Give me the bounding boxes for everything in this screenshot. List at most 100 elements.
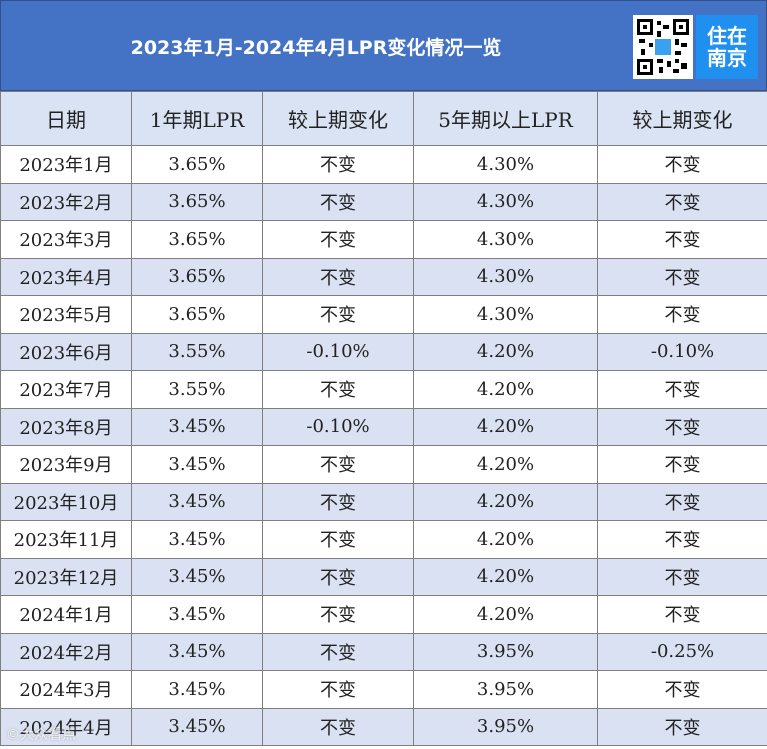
table-row: 2024年4月 3.45% 不变 3.95% 不变	[0, 707, 767, 746]
cell-1y-lpr: 3.65%	[131, 220, 263, 259]
cell-1y-lpr: 3.65%	[131, 145, 263, 184]
cell-1y-change: 不变	[262, 520, 414, 559]
table-header-row: 日期 1年期LPR 较上期变化 5年期以上LPR 较上期变化	[0, 91, 767, 146]
cell-5y-change: 不变	[597, 295, 767, 334]
table-row: 2023年6月 3.55% -0.10% 4.20% -0.10%	[0, 332, 767, 371]
cell-1y-change: 不变	[262, 145, 414, 184]
cell-5y-change: 不变	[597, 595, 767, 634]
qr-code-graphic	[637, 19, 689, 75]
table-row: 2023年7月 3.55% 不变 4.20% 不变	[0, 370, 767, 409]
logo-line-2: 南京	[707, 46, 747, 70]
cell-5y-lpr: 4.30%	[413, 220, 598, 259]
table-row: 2024年3月 3.45% 不变 3.95% 不变	[0, 670, 767, 709]
cell-5y-change: 不变	[597, 370, 767, 409]
cell-1y-change: 不变	[262, 257, 414, 296]
cell-5y-lpr: 4.20%	[413, 370, 598, 409]
cell-5y-change: 不变	[597, 220, 767, 259]
table-row: 2023年4月 3.65% 不变 4.30% 不变	[0, 257, 767, 296]
cell-5y-change: 不变	[597, 482, 767, 521]
table-row: 2023年12月 3.45% 不变 4.20% 不变	[0, 557, 767, 596]
cell-1y-change: 不变	[262, 595, 414, 634]
table-row: 2023年9月 3.45% 不变 4.20% 不变	[0, 445, 767, 484]
cell-date: 2023年4月	[0, 257, 132, 296]
cell-5y-lpr: 4.30%	[413, 182, 598, 221]
header-5y-lpr: 5年期以上LPR	[413, 91, 598, 146]
cell-1y-change: 不变	[262, 707, 414, 746]
header-1y-lpr: 1年期LPR	[131, 91, 263, 146]
logo-line-1: 住在	[707, 24, 747, 48]
cell-5y-lpr: 4.30%	[413, 145, 598, 184]
cell-1y-lpr: 3.45%	[131, 445, 263, 484]
cell-5y-change: 不变	[597, 557, 767, 596]
cell-5y-change: 不变	[597, 257, 767, 296]
header-5y-change: 较上期变化	[597, 91, 767, 146]
cell-1y-lpr: 3.45%	[131, 595, 263, 634]
cell-1y-lpr: 3.55%	[131, 370, 263, 409]
cell-5y-lpr: 3.95%	[413, 670, 598, 709]
cell-1y-change: 不变	[262, 632, 414, 671]
cell-1y-lpr: 3.45%	[131, 482, 263, 521]
table-row: 2023年5月 3.65% 不变 4.30% 不变	[0, 295, 767, 334]
cell-1y-change: -0.10%	[262, 332, 414, 371]
brand-logo: 住在 南京	[696, 15, 758, 79]
cell-1y-change: 不变	[262, 220, 414, 259]
cell-1y-lpr: 3.45%	[131, 707, 263, 746]
cell-5y-lpr: 4.20%	[413, 445, 598, 484]
cell-date: 2023年5月	[0, 295, 132, 334]
cell-1y-change: -0.10%	[262, 407, 414, 446]
cell-1y-lpr: 3.45%	[131, 557, 263, 596]
cell-date: 2023年3月	[0, 220, 132, 259]
cell-5y-change: 不变	[597, 520, 767, 559]
cell-5y-change: 不变	[597, 445, 767, 484]
watermark: ©大众看点	[6, 727, 76, 743]
cell-1y-lpr: 3.65%	[131, 257, 263, 296]
cell-date: 2023年6月	[0, 332, 132, 371]
table-row: 2023年1月 3.65% 不变 4.30% 不变	[0, 145, 767, 184]
cell-1y-change: 不变	[262, 370, 414, 409]
cell-date: 2024年3月	[0, 670, 132, 709]
cell-5y-lpr: 4.20%	[413, 520, 598, 559]
cell-5y-lpr: 3.95%	[413, 707, 598, 746]
table-row: 2023年11月 3.45% 不变 4.20% 不变	[0, 520, 767, 559]
title-bar: 2023年1月-2024年4月LPR变化情况一览	[0, 0, 767, 91]
cell-5y-lpr: 4.20%	[413, 407, 598, 446]
table-row: 2023年10月 3.45% 不变 4.20% 不变	[0, 482, 767, 521]
cell-date: 2024年2月	[0, 632, 132, 671]
cell-1y-change: 不变	[262, 182, 414, 221]
cell-date: 2023年11月	[0, 520, 132, 559]
header-1y-change: 较上期变化	[262, 91, 414, 146]
cell-5y-lpr: 4.30%	[413, 257, 598, 296]
cell-5y-lpr: 4.20%	[413, 332, 598, 371]
table-row: 2023年2月 3.65% 不变 4.30% 不变	[0, 182, 767, 221]
table-row: 2024年2月 3.45% 不变 3.95% -0.25%	[0, 632, 767, 671]
cell-1y-change: 不变	[262, 295, 414, 334]
cell-1y-lpr: 3.55%	[131, 332, 263, 371]
cell-5y-change: 不变	[597, 707, 767, 746]
cell-date: 2024年1月	[0, 595, 132, 634]
cell-1y-change: 不变	[262, 482, 414, 521]
cell-1y-lpr: 3.45%	[131, 670, 263, 709]
cell-5y-lpr: 4.30%	[413, 295, 598, 334]
cell-1y-lpr: 3.45%	[131, 632, 263, 671]
cell-1y-change: 不变	[262, 445, 414, 484]
cell-date: 2023年12月	[0, 557, 132, 596]
cell-5y-change: 不变	[597, 145, 767, 184]
cell-5y-change: 不变	[597, 407, 767, 446]
cell-1y-lpr: 3.45%	[131, 407, 263, 446]
cell-5y-lpr: 3.95%	[413, 632, 598, 671]
cell-5y-change: -0.25%	[597, 632, 767, 671]
table-row: 2023年3月 3.65% 不变 4.30% 不变	[0, 220, 767, 259]
cell-1y-change: 不变	[262, 670, 414, 709]
cell-1y-lpr: 3.65%	[131, 295, 263, 334]
cell-1y-lpr: 3.45%	[131, 520, 263, 559]
cell-5y-lpr: 4.20%	[413, 557, 598, 596]
cell-date: 2023年7月	[0, 370, 132, 409]
cell-date: 2023年9月	[0, 445, 132, 484]
cell-1y-lpr: 3.65%	[131, 182, 263, 221]
cell-1y-change: 不变	[262, 557, 414, 596]
cell-5y-lpr: 4.20%	[413, 482, 598, 521]
cell-date: 2023年10月	[0, 482, 132, 521]
cell-date: 2023年2月	[0, 182, 132, 221]
cell-5y-lpr: 4.20%	[413, 595, 598, 634]
cell-5y-change: 不变	[597, 670, 767, 709]
